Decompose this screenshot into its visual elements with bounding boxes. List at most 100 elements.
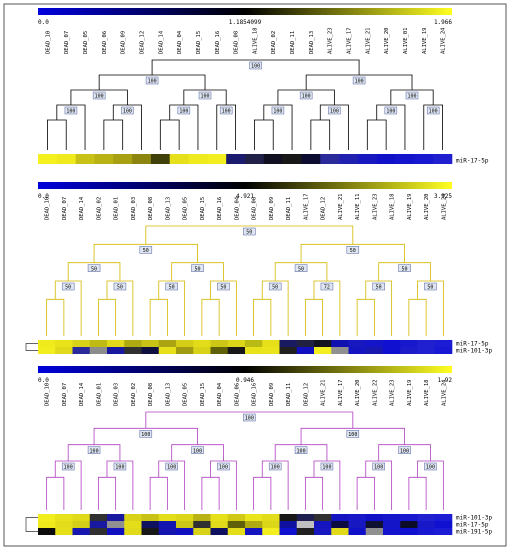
bootstrap-box (320, 462, 334, 471)
bootstrap-box (346, 246, 360, 254)
bootstrap-box (372, 282, 385, 291)
heatmap-cell (383, 340, 401, 347)
bootstrap-box (217, 462, 230, 471)
color-scale-bar (38, 8, 452, 15)
heatmap-cell (94, 154, 114, 164)
heatmap-cell (434, 528, 453, 535)
bootstrap-box (320, 282, 334, 291)
bootstrap-label: 100 (271, 465, 280, 471)
bootstrap-label: 100 (302, 94, 311, 100)
bootstrap-label: 100 (426, 465, 435, 471)
heatmap-cell (141, 514, 160, 521)
heatmap-cell (357, 154, 378, 164)
bootstrap-label: 100 (348, 432, 357, 438)
heatmap-cell (55, 528, 73, 535)
heatmap-cell (417, 528, 436, 535)
column-label: ALIVE_22 (372, 380, 378, 407)
bootstrap-box (328, 106, 341, 115)
row-label: miR-17-5p (456, 522, 489, 529)
column-label: DEAD_10 (45, 31, 51, 54)
bootstrap-box (64, 106, 78, 115)
dendrogram-branch (171, 444, 224, 461)
heatmap-cell (55, 347, 73, 354)
column-label: DEAD_06 (252, 197, 258, 220)
heatmap-cell (158, 347, 177, 354)
heatmap-cell (141, 528, 160, 535)
bootstrap-label: 100 (90, 448, 99, 454)
column-label: DEAD_08 (234, 31, 240, 54)
heatmap-cell (348, 521, 367, 528)
bootstrap-box (372, 462, 385, 471)
bootstrap-label: 50 (350, 248, 356, 254)
heatmap-cell (262, 340, 280, 347)
column-label: ALIVE_21 (365, 28, 371, 55)
heatmap-cell (400, 340, 418, 347)
heatmap-cell (279, 514, 298, 521)
heatmap-cell (348, 347, 367, 354)
heatmap-cell (417, 347, 436, 354)
column-label: DEAD_15 (196, 31, 202, 54)
column-label: ALIVE_17 (347, 28, 353, 55)
column-label: DEAD_05 (183, 197, 189, 220)
heatmap-cell (245, 521, 263, 528)
bootstrap-box (145, 76, 159, 85)
column-label: DEAD_10 (45, 197, 51, 220)
heatmap-cell (262, 521, 280, 528)
column-label: DEAD_15 (200, 197, 206, 220)
heatmap-cell (365, 521, 384, 528)
heatmap-cell (141, 521, 160, 528)
bootstrap-label: 100 (123, 109, 132, 115)
bootstrap-box (191, 446, 204, 454)
bootstrap-label: 100 (200, 94, 209, 100)
bootstrap-label: 100 (374, 465, 383, 471)
column-label: DEAD_01 (114, 197, 120, 220)
heatmap-cell (376, 154, 396, 164)
bootstrap-label: 100 (407, 94, 416, 100)
bootstrap-box (121, 106, 134, 115)
bootstrap-label: 50 (169, 285, 175, 291)
bootstrap-box (87, 264, 101, 272)
heatmap-cell (417, 514, 436, 521)
bootstrap-label: 100 (297, 448, 306, 454)
heatmap-cell (245, 340, 263, 347)
heatmap-cell (193, 514, 211, 521)
bootstrap-box (426, 106, 440, 115)
scale-mid-label: 1.1854099 (229, 19, 262, 26)
bootstrap-box (346, 430, 360, 438)
heatmap-cell (245, 154, 265, 164)
bootstrap-label: 100 (66, 109, 75, 115)
column-label: DEAD_07 (64, 31, 70, 54)
heatmap-cell (296, 347, 315, 354)
column-label: DEAD_08 (148, 197, 154, 220)
bootstrap-label: 100 (429, 109, 438, 115)
heatmap-cell (262, 514, 280, 521)
column-label: ALIVE_18 (390, 194, 396, 221)
heatmap-cell (124, 340, 142, 347)
bootstrap-label: 72 (324, 285, 330, 291)
heatmap-cell (417, 340, 436, 347)
heatmap-cell (107, 521, 125, 528)
bootstrap-box (113, 282, 127, 291)
bootstrap-label: 50 (427, 285, 433, 291)
column-label: DEAD_12 (303, 383, 309, 406)
heatmap-cell (193, 521, 211, 528)
column-label: ALIVE_23 (328, 28, 334, 55)
bootstrap-box (139, 246, 153, 254)
heatmap-cell (169, 154, 189, 164)
column-label: DEAD_01 (96, 383, 102, 406)
dendrogram-branch (378, 444, 431, 461)
column-label: ALIVE_24 (441, 193, 447, 220)
heatmap-cell (282, 154, 302, 164)
heatmap-cell (227, 340, 246, 347)
heatmap-cell (365, 340, 384, 347)
heatmap-cell (188, 154, 208, 164)
heatmap-cell (150, 154, 171, 164)
column-label: DEAD_03 (131, 197, 137, 220)
bootstrap-box (384, 106, 398, 115)
bootstrap-box (165, 282, 178, 291)
heatmap-cell (158, 528, 177, 535)
row-label: miR-101-3p (456, 348, 493, 355)
row-dendrogram (25, 517, 38, 532)
heatmap-cell (434, 340, 453, 347)
heatmap-panel-1: 0.0 1.1854099 1.966 DEAD_10 DEAD_07 DEAD_05 DE… (38, 8, 489, 165)
